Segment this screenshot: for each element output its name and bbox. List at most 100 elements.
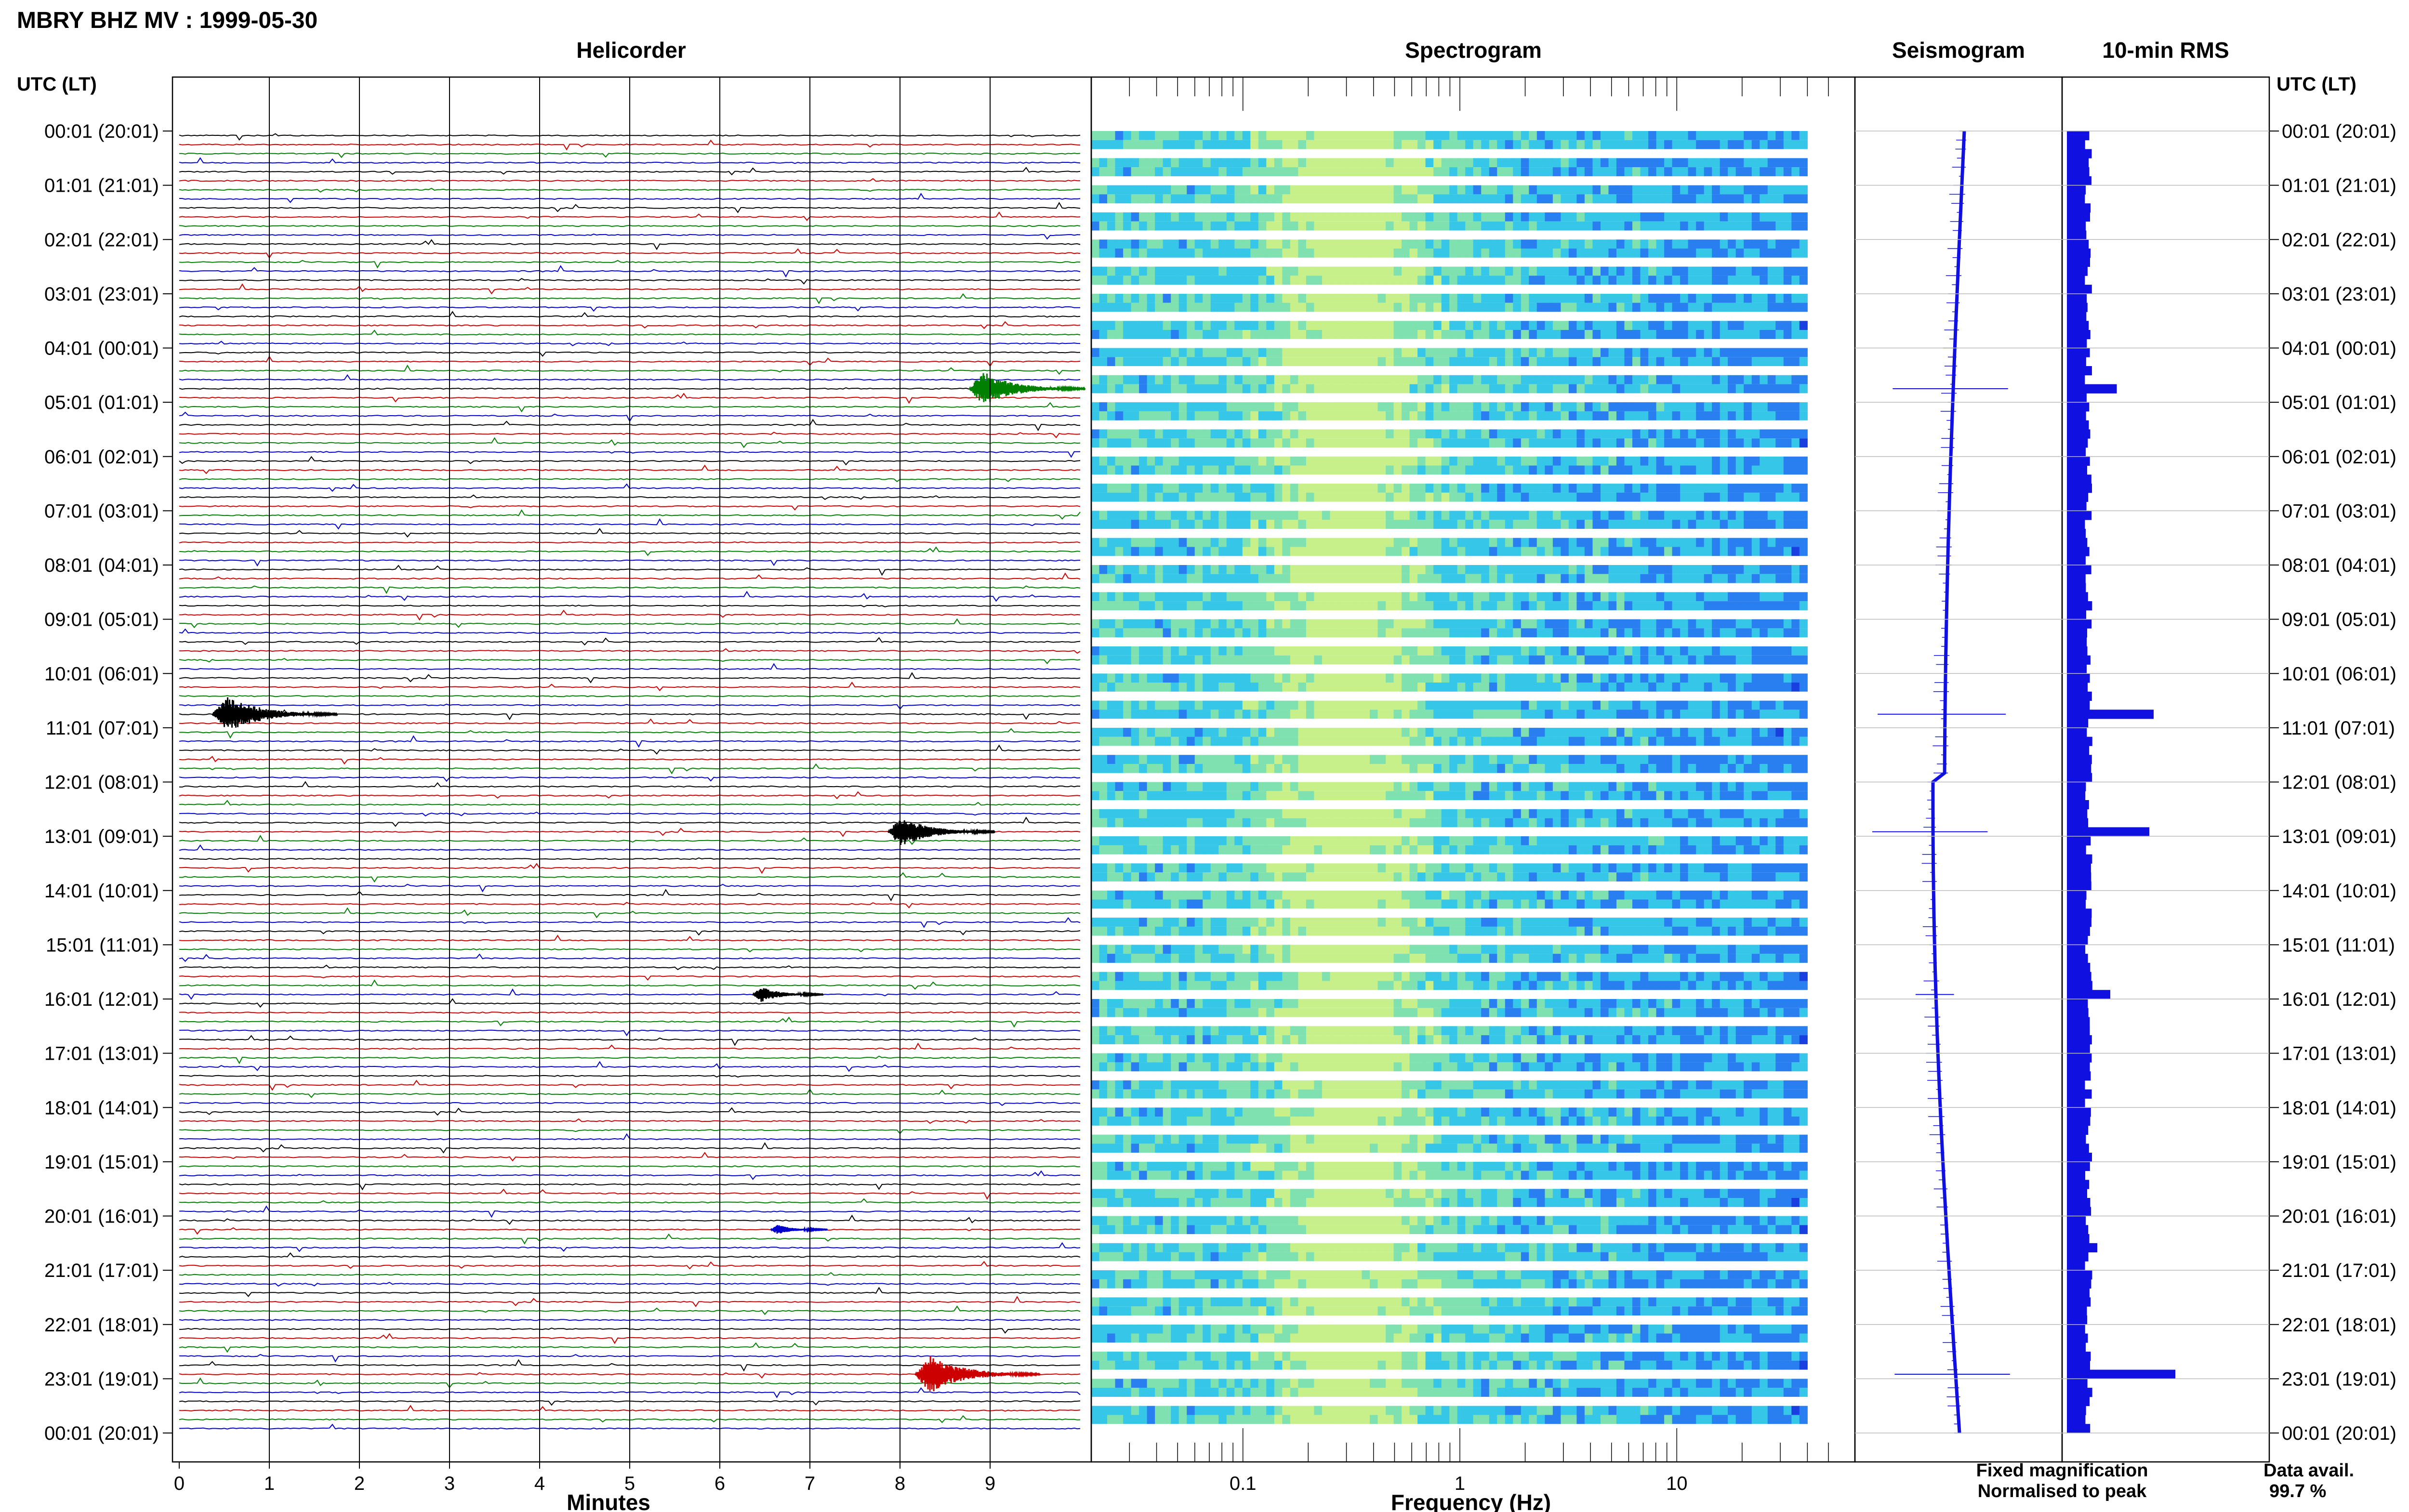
spectrogram-cell [1402,293,1410,303]
spectrogram-cell [1234,194,1243,204]
spectrogram-cell [1274,456,1283,466]
spectrogram-cell [1672,465,1681,475]
spectrogram-cell [1218,131,1227,140]
spectrogram-cell [1497,185,1506,195]
spectrogram-cell [1624,492,1633,502]
spectrogram-cell [1656,321,1665,330]
spectrogram-cell [1497,574,1506,583]
spectrogram-cell [1712,628,1721,638]
spectrogram-cell [1505,429,1513,439]
spectrogram-cell [1330,266,1338,276]
spectrogram-cell [1465,330,1474,339]
spectrogram-cell [1091,565,1100,574]
spectrogram-cell [1592,239,1601,249]
spectrogram-cell [1266,782,1275,791]
spectrogram-cell [1314,131,1323,140]
spectrogram-cell [1218,845,1227,855]
spectrogram-cell [1178,700,1187,710]
spectrogram-cell [1218,628,1227,638]
spectrogram-cell [1735,492,1744,502]
spectrogram-cell [1648,818,1657,828]
spectrogram-cell [1417,249,1426,258]
spectrogram-cell [1433,465,1442,475]
spectrogram-cell [1218,683,1227,692]
spectrogram-cell [1656,293,1665,303]
spectrogram-cell [1330,818,1338,828]
spectrogram-cell [1521,302,1529,312]
spectrogram-cell [1409,646,1418,656]
spectrogram-cell [1568,456,1577,466]
spectrogram-cell [1632,438,1641,447]
spectrogram-cell [1314,276,1323,285]
spectrogram-cell [1791,845,1800,855]
spectrogram-cell [1402,348,1410,357]
spectrogram-cell [1473,375,1482,384]
spectrogram-cell [1505,818,1513,828]
spectrogram-cell [1123,727,1132,737]
spectrogram-cell [1561,357,1569,367]
spectrogram-cell [1608,185,1617,195]
spectrogram-cell [1346,619,1354,629]
spectrogram-cell [1131,628,1139,638]
spectrogram-cell [1489,429,1497,439]
spectrogram-cell [1234,212,1243,222]
spectrogram-cell [1282,384,1291,394]
spectrogram-cell [1760,700,1768,710]
spectrogram-cell [1744,131,1752,140]
spectrogram-cell [1203,619,1211,629]
spectrogram-cell [1298,736,1307,746]
spectrogram-cell [1552,185,1561,195]
spectrogram-cell [1536,456,1545,466]
spectrogram-cell [1266,700,1275,710]
spectrogram-cell [1592,438,1601,447]
spectrogram-cell [1624,782,1633,791]
spectrogram-cell [1282,836,1291,845]
spectrogram-cell [1123,872,1132,881]
spectrogram-cell [1370,727,1378,737]
spectrogram-cell [1783,628,1792,638]
spectrogram-cell [1354,492,1363,502]
spectrogram-cell [1218,429,1227,439]
spectrogram-cell [1640,673,1649,683]
spectrogram-cell [1155,538,1164,547]
spectrogram-cell [1497,818,1506,828]
spectrogram-cell [1107,592,1116,602]
spectrogram-cell [1115,465,1124,475]
spectrogram-cell [1123,429,1132,439]
spectrogram-cell [1250,484,1259,493]
spectrogram-cell [1171,836,1179,845]
spectrogram-cell [1545,140,1553,149]
spectrogram-cell [1704,782,1712,791]
spectrogram-cell [1584,809,1593,818]
spectrogram-cell [1601,266,1609,276]
spectrogram-cell [1712,710,1721,719]
spectrogram-cell [1592,167,1601,176]
spectrogram-cell [1728,375,1736,384]
spectrogram-cell [1576,492,1585,502]
spectrogram-cell [1330,683,1338,692]
spectrogram-cell [1187,863,1195,873]
spectrogram-cell [1115,131,1124,140]
spectrogram-cell [1672,429,1681,439]
spectrogram-cell [1314,429,1323,439]
spectrogram-cell [1592,547,1601,556]
spectrogram-cell [1505,402,1513,411]
spectrogram-cell [1473,755,1482,764]
spectrogram-cell [1298,683,1307,692]
spectrogram-cell [1282,167,1291,176]
spectrogram-cell [1409,239,1418,249]
spectrogram-cell [1505,221,1513,231]
spectrogram-cell [1592,764,1601,773]
spectrogram-cell [1489,140,1497,149]
spectrogram-cell [1155,167,1164,176]
spectrogram-cell [1704,863,1712,873]
spectrogram-cell [1409,700,1418,710]
spectrogram-cell [1473,239,1482,249]
spectrogram-cell [1258,140,1267,149]
spectrogram-cell [1171,574,1179,583]
spectrogram-cell [1226,863,1235,873]
spectrogram-cell [1433,683,1442,692]
spectrogram-cell [1760,321,1768,330]
spectrogram-cell [1735,185,1744,195]
spectrogram-cell [1536,266,1545,276]
